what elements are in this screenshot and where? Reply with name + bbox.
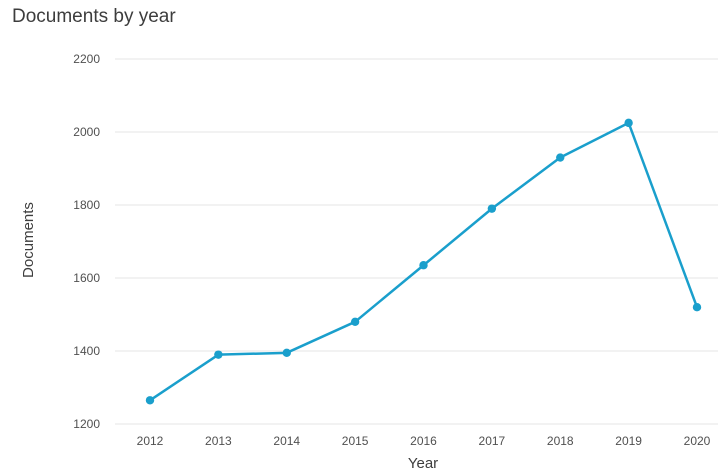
y-axis-label: Documents — [20, 202, 37, 278]
data-point-2015[interactable] — [350, 317, 360, 326]
x-tick-label: 2012 — [137, 434, 164, 448]
x-axis-ticks: 2012 2013 2014 2015 2016 2017 2018 2019 2020 — [137, 434, 711, 448]
series-documents — [145, 118, 702, 405]
data-point-2018[interactable] — [556, 153, 565, 162]
x-tick-label: 2013 — [205, 434, 232, 448]
data-point-2019[interactable] — [624, 118, 633, 128]
data-point-2020[interactable] — [692, 303, 702, 312]
y-tick-label: 1800 — [73, 198, 100, 212]
y-axis-ticks: 1200 1400 1600 1800 2000 2200 — [73, 52, 100, 431]
y-tick-label: 2200 — [73, 52, 100, 66]
x-tick-label: 2017 — [479, 434, 506, 448]
x-tick-label: 2020 — [684, 434, 711, 448]
x-tick-label: 2019 — [615, 434, 642, 448]
data-point-2014[interactable] — [282, 348, 291, 358]
y-tick-label: 1400 — [73, 344, 100, 358]
x-tick-label: 2018 — [547, 434, 574, 448]
data-point-2012[interactable] — [145, 396, 155, 405]
data-point-2017[interactable] — [487, 204, 497, 213]
grid-lines — [115, 58, 718, 425]
x-tick-label: 2015 — [342, 434, 369, 448]
x-axis-label: Year — [408, 455, 438, 472]
y-tick-label: 2000 — [73, 125, 100, 139]
x-tick-label: 2016 — [410, 434, 437, 448]
data-point-2016[interactable] — [419, 261, 428, 270]
x-tick-label: 2014 — [273, 434, 300, 448]
chart-title: Documents by year — [12, 6, 176, 27]
data-point-2013[interactable] — [214, 350, 223, 359]
y-tick-label: 1200 — [73, 417, 100, 431]
y-tick-label: 1600 — [73, 271, 100, 285]
